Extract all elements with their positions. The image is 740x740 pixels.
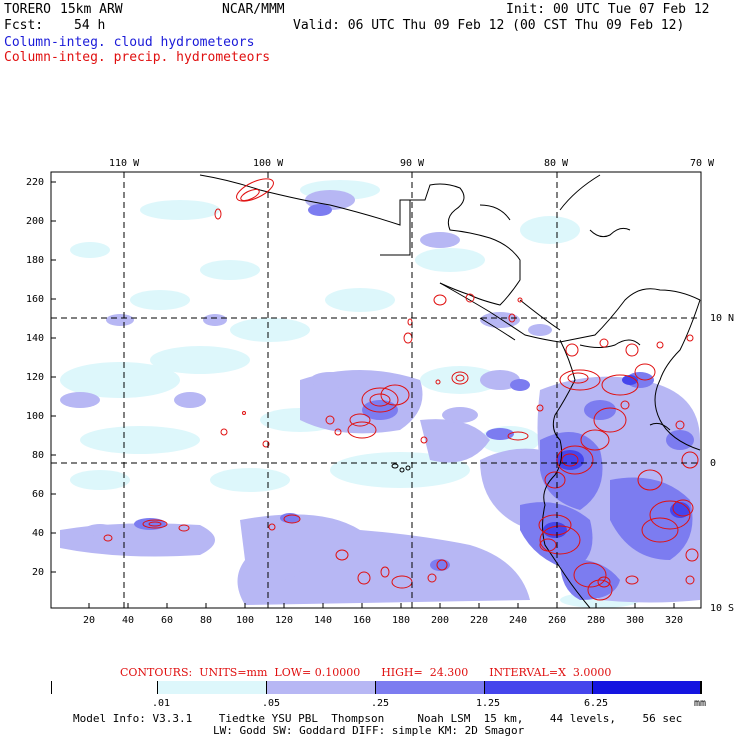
model-resolution: 15km ARW [60, 2, 123, 17]
x-tick-label: 20 [83, 615, 96, 626]
y-tick-label: 140 [26, 333, 45, 344]
lat-label-10s: 10 S [710, 603, 735, 614]
init-time: Init: 00 UTC Tue 07 Feb 12 [506, 2, 710, 17]
legend-precip-hydrometeors: Column-integ. precip. hydrometeors [4, 50, 271, 65]
colorbar-swatch [52, 681, 158, 694]
y-tick-label: 100 [26, 411, 45, 422]
x-tick-label: 260 [548, 615, 567, 626]
map-frame [50, 171, 702, 609]
colorbar-swatch [593, 681, 701, 694]
model-name: TORERO [4, 2, 51, 17]
valid-time: Valid: 06 UTC Thu 09 Feb 12 (00 CST Thu … [293, 18, 685, 33]
y-tick-label: 200 [26, 216, 45, 227]
x-tick-label: 120 [275, 615, 294, 626]
colorbar-label: .25 [371, 698, 390, 709]
model-physics: LW: Godd SW: Goddard DIFF: simple KM: 2D… [213, 724, 525, 737]
x-tick-label: 40 [122, 615, 135, 626]
x-tick-label: 100 [236, 615, 255, 626]
colorbar-swatch [267, 681, 376, 694]
forecast-label: Fcst: [4, 18, 44, 33]
y-tick-label: 20 [32, 567, 45, 578]
colorbar-swatch [158, 681, 267, 694]
x-tick-label: 180 [392, 615, 411, 626]
colorbar-label: 1.25 [476, 698, 501, 709]
y-tick-label: 160 [26, 294, 45, 305]
x-tick-label: 140 [314, 615, 333, 626]
lon-label-110w: 110 W [109, 158, 140, 169]
precip-contours [103, 178, 699, 601]
x-tick-label: 160 [353, 615, 372, 626]
lon-label-100w: 100 W [253, 158, 284, 169]
contour-info: CONTOURS: UNITS=mm LOW= 0.10000 HIGH= 24… [120, 666, 612, 679]
y-tick-label: 60 [32, 489, 45, 500]
x-tick-label: 200 [431, 615, 450, 626]
y-tick-label: 180 [26, 255, 45, 266]
legend-cloud-hydrometeors: Column-integ. cloud hydrometeors [4, 35, 255, 50]
x-tick-label: 240 [509, 615, 528, 626]
lat-label-10n: 10 N [710, 313, 735, 324]
lat-label-equator: 0 [710, 458, 717, 469]
model-info: Model Info: V3.3.1 Tiedtke YSU PBL Thomp… [73, 712, 683, 725]
colorbar-swatch [376, 681, 485, 694]
lon-label-70w: 70 W [690, 158, 715, 169]
lon-label-80w: 80 W [544, 158, 569, 169]
x-tick-label: 220 [470, 615, 489, 626]
y-tick-label: 80 [32, 450, 45, 461]
axis-ticks [51, 181, 675, 608]
colorbar-label: .05 [262, 698, 281, 709]
x-tick-label: 80 [200, 615, 213, 626]
forecast-hours: 54 h [74, 18, 106, 33]
colorbar-swatch [485, 681, 593, 694]
lat-lon-grid [51, 172, 701, 608]
colorbar-unit: mm [694, 698, 707, 709]
organization: NCAR/MMM [222, 2, 285, 17]
lon-label-90w: 90 W [400, 158, 425, 169]
y-tick-label: 40 [32, 528, 45, 539]
x-tick-label: 60 [161, 615, 174, 626]
y-tick-label: 120 [26, 372, 45, 383]
colorbar-label: .01 [152, 698, 171, 709]
x-tick-label: 300 [626, 615, 645, 626]
x-tick-label: 320 [665, 615, 684, 626]
y-tick-label: 220 [26, 177, 45, 188]
x-tick-label: 280 [587, 615, 606, 626]
colorbar-label: 6.25 [584, 698, 609, 709]
cloud-shading [60, 180, 700, 608]
